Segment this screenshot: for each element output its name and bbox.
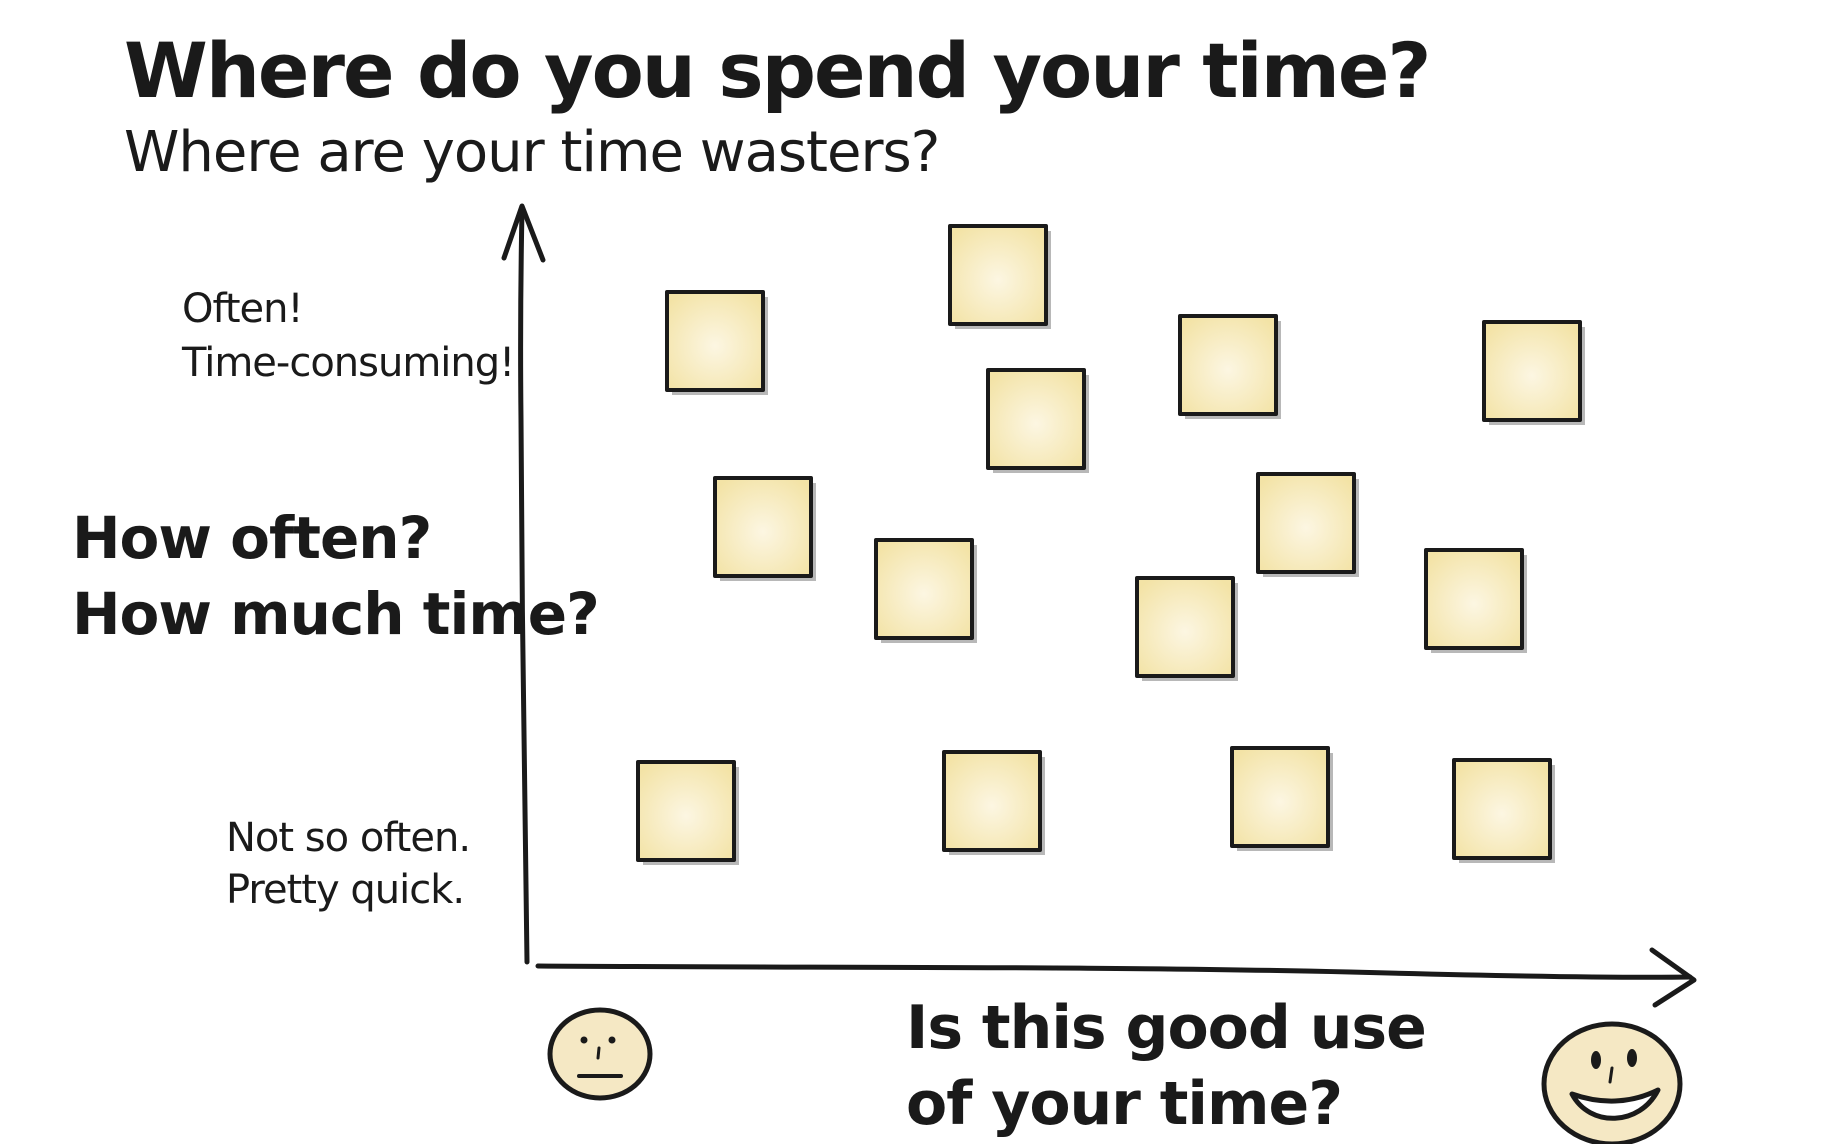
y-axis-label-line2: How much time? — [72, 580, 600, 648]
page-title: Where do you spend your time? — [124, 26, 1432, 115]
sticky-note — [874, 538, 977, 643]
y-axis-label: How often? How much time? — [72, 500, 600, 652]
y-axis-low-label: Not so often. Pretty quick. — [226, 812, 471, 916]
y-axis-high-label: Often! Time-consuming! — [182, 282, 515, 390]
sticky-note — [1452, 758, 1555, 863]
x-axis-label: Is this good use of your time? — [906, 990, 1427, 1142]
sticky-note — [1135, 576, 1238, 681]
sticky-note — [1230, 746, 1333, 851]
sticky-note — [1482, 320, 1585, 425]
sticky-note — [1256, 472, 1359, 577]
y-axis-low-line2: Pretty quick. — [226, 867, 465, 913]
neutral-face-icon — [547, 1007, 653, 1101]
x-axis-label-line1: Is this good use — [906, 993, 1427, 1063]
sticky-note — [948, 224, 1051, 329]
y-axis-high-line1: Often! — [182, 286, 304, 332]
page-subtitle: Where are your time wasters? — [124, 120, 940, 185]
smiling-face-icon — [1541, 1021, 1683, 1144]
sticky-note — [942, 750, 1045, 855]
sticky-note — [1178, 314, 1281, 419]
sticky-note — [636, 760, 739, 865]
y-axis-high-line2: Time-consuming! — [182, 340, 515, 386]
sticky-note — [1424, 548, 1527, 653]
sticky-notes — [636, 224, 1585, 865]
x-axis-arrow — [535, 947, 1697, 1008]
y-axis-arrow — [501, 203, 546, 965]
sticky-note — [713, 476, 816, 581]
y-axis-label-line1: How often? — [72, 504, 432, 572]
x-axis-label-line2: of your time? — [906, 1069, 1343, 1139]
y-axis-low-line1: Not so often. — [226, 815, 471, 861]
sticky-note — [665, 290, 768, 395]
sticky-note — [986, 368, 1089, 473]
